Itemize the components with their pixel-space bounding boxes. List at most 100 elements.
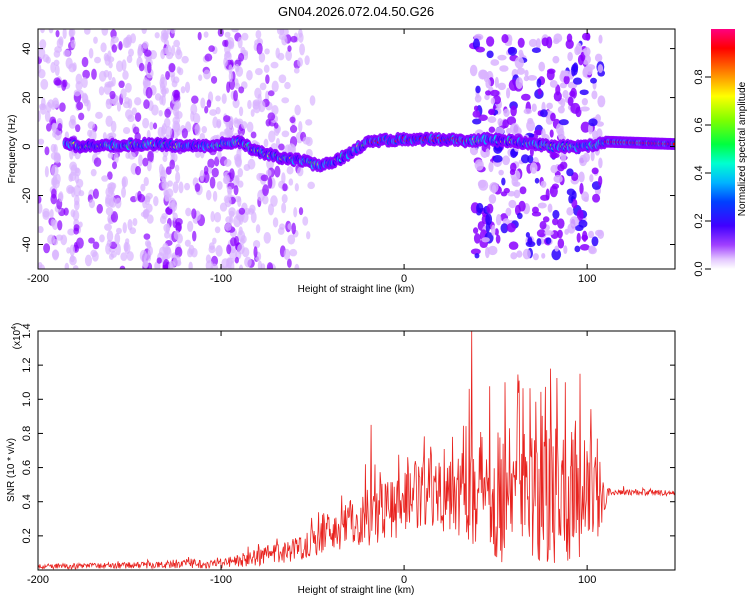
spectrogram-cell: [126, 251, 134, 262]
spectrogram-cell: [546, 102, 553, 110]
spectrogram-cell: [124, 36, 132, 48]
spectrogram-cell: [238, 226, 243, 236]
spectrogram-cell: [68, 173, 74, 182]
spectrogram-cell: [233, 185, 239, 196]
spectrogram-x-ticks: -200 -100 0 100: [27, 29, 596, 285]
colorbar-tick-label: 0.2: [693, 213, 705, 228]
spectrogram-cell: [595, 121, 604, 127]
spectrogram-cell: [265, 119, 271, 127]
y-tick-label: 0.6: [21, 460, 33, 475]
y-tick-label: 1.2: [21, 357, 33, 372]
spectrogram-cell: [95, 111, 103, 119]
spectrogram-cell: [125, 82, 132, 93]
spectrogram-cell: [567, 223, 576, 234]
y-tick-label: 0.2: [21, 528, 33, 543]
spectrogram-cell: [75, 124, 81, 133]
spectrogram-cell: [224, 223, 232, 231]
spectrogram-cell: [494, 228, 499, 236]
spectrogram-cell: [263, 231, 271, 244]
spectrogram-cell: [238, 106, 244, 117]
spectrogram-cell: [212, 190, 218, 202]
spectrogram-cell: [78, 112, 85, 121]
spectrogram-cell: [579, 89, 589, 96]
spectrogram-cell: [545, 237, 552, 245]
spectrogram-cell: [174, 246, 183, 258]
spectrogram-cell: [485, 148, 491, 158]
spectrogram-cell: [542, 216, 550, 223]
spectrogram-cell: [40, 29, 45, 34]
x-tick-label: 100: [578, 273, 596, 285]
spectrogram-cell: [293, 207, 298, 218]
spectrogram-cell: [142, 208, 150, 218]
spectrogram-cell: [101, 29, 109, 36]
spectrogram-cell: [497, 118, 503, 127]
spectrogram-cell: [216, 180, 223, 190]
spectrogram-cell: [263, 138, 269, 148]
spectrogram-cell: [588, 230, 595, 239]
spectrogram-cell: [154, 32, 160, 39]
spectrogram-cell: [203, 165, 209, 175]
spectrogram-cell: [506, 127, 512, 135]
spectrogram-cell: [107, 70, 113, 81]
spectrogram-cell: [81, 56, 89, 68]
spectrogram-cell: [162, 259, 170, 269]
spectrogram-cell: [488, 108, 495, 116]
spectrogram-cell: [592, 193, 601, 203]
spectrogram-cell: [224, 31, 231, 38]
spectrogram-cell: [526, 119, 535, 132]
spectrogram-cell: [278, 143, 285, 151]
spectrogram-cell: [38, 202, 43, 214]
spectrogram-cell: [580, 121, 591, 133]
spectrogram-cell: [541, 37, 549, 47]
spectrogram-cell: [536, 238, 542, 247]
spectrogram-cell: [173, 105, 178, 112]
spectrogram-cell: [173, 230, 180, 240]
spectrogram-cell: [153, 196, 159, 207]
spectrogram-cell: [290, 35, 298, 43]
spectrogram-cell: [62, 79, 68, 88]
spectrogram-cell: [122, 126, 131, 135]
spectrogram-cell: [134, 112, 142, 122]
spectrogram-cell: [309, 95, 316, 106]
spectrogram-cell: [177, 67, 184, 76]
y-tick-label: 40: [21, 42, 33, 54]
spectrogram-cell: [164, 247, 172, 260]
spectrogram-cell: [107, 152, 114, 159]
spectrogram-cell: [69, 254, 75, 263]
spectrogram-cell: [228, 207, 236, 217]
spectrogram-cell: [173, 122, 181, 133]
spectrogram-cell: [120, 88, 127, 99]
spectrogram-cell: [92, 188, 99, 200]
spectrogram-cell: [546, 69, 555, 81]
spectrogram-cell: [286, 258, 292, 268]
spectrogram-cell: [274, 165, 281, 178]
spectrogram-cell: [173, 255, 181, 267]
spectrogram-cell: [508, 241, 519, 250]
spectrogram-cell: [171, 45, 176, 56]
spectrogram-cell: [50, 151, 58, 160]
snr-x-ticks: -200 -100 0 100: [27, 331, 596, 586]
spectrogram-cell: [473, 233, 481, 244]
spectrogram-cell: [576, 209, 584, 221]
spectrogram-cell: [589, 174, 594, 183]
spectrogram-cell: [500, 191, 508, 197]
spectrogram-cell: [76, 237, 84, 249]
spectrogram-cell: [238, 52, 245, 62]
snr-panel: -200 -100 0 100 0.2 0.4 0.6 0.8 1.0 1.2 1.4 Heigh…: [6, 323, 676, 596]
spectrogram-cell: [254, 67, 263, 76]
spectrogram-cell: [108, 182, 116, 193]
spectrogram-cell: [281, 35, 288, 46]
spectrogram-cell: [187, 220, 194, 233]
spectrogram-cell: [216, 120, 222, 129]
spectrogram-cell: [115, 197, 122, 209]
spectrogram-cell: [266, 262, 274, 269]
spectrogram-cell: [563, 75, 570, 85]
spectrogram-cell: [116, 102, 122, 112]
spectrogram-cell: [230, 260, 235, 269]
spectrogram-cell: [72, 62, 77, 72]
spectrogram-cell: [596, 128, 603, 139]
spectrogram-cell: [56, 153, 61, 163]
spectrogram-cell: [164, 108, 171, 118]
spectrogram-cell: [223, 57, 228, 67]
spectrogram-cell: [169, 159, 176, 170]
